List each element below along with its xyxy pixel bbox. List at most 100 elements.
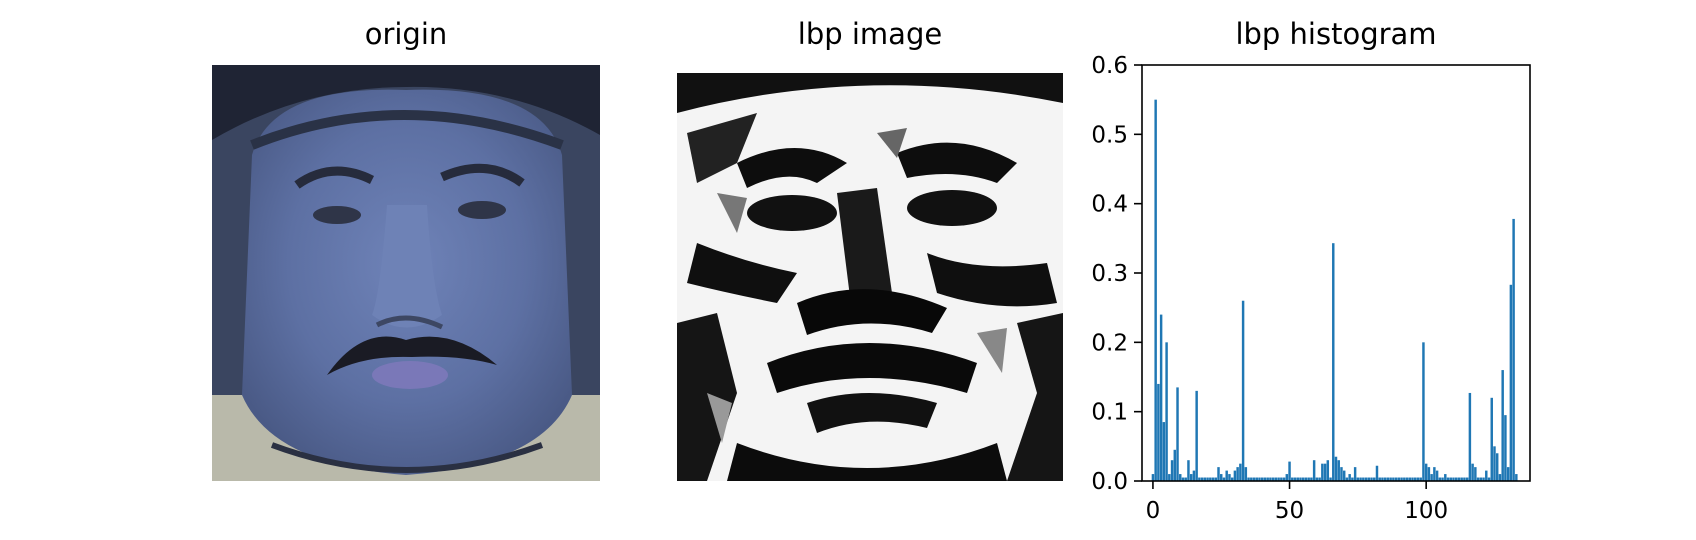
histogram-bar	[1282, 477, 1286, 481]
histogram-bar	[1170, 460, 1174, 481]
histogram-bar	[1419, 477, 1422, 481]
histogram-bar	[1383, 477, 1387, 481]
histogram-bar	[1493, 446, 1496, 481]
y-tick-label: 0.4	[1091, 192, 1128, 218]
histogram-bar	[1332, 243, 1335, 481]
histogram-bar	[1438, 477, 1442, 481]
histogram-bar	[1373, 477, 1376, 481]
histogram-bar	[1457, 477, 1461, 481]
histogram-bar	[1414, 477, 1417, 481]
histogram-bar	[1189, 474, 1193, 481]
histogram-bar	[1427, 467, 1431, 481]
histogram-bar	[1370, 477, 1373, 481]
histogram-bar	[1323, 463, 1327, 481]
histogram-bar	[1236, 467, 1239, 481]
histogram-bar	[1244, 467, 1248, 481]
histogram-bar	[1192, 470, 1196, 481]
histogram-bar	[1463, 477, 1466, 481]
histogram-bar	[1206, 477, 1209, 481]
histogram-bar	[1200, 477, 1204, 481]
histogram-bar	[1342, 470, 1346, 481]
histogram-bar	[1321, 463, 1324, 481]
histogram-bar	[1405, 477, 1409, 481]
histogram-bar	[1504, 415, 1507, 481]
x-tick-label: 0	[1146, 498, 1161, 524]
histogram-bar	[1501, 370, 1504, 481]
histogram-bar	[1255, 477, 1258, 481]
histogram-bar	[1187, 460, 1190, 481]
histogram-bar	[1495, 453, 1499, 481]
histogram-bar	[1154, 99, 1157, 482]
histogram-bar	[1416, 477, 1420, 481]
histogram-bar	[1487, 477, 1491, 481]
y-tick-label: 0.3	[1091, 261, 1128, 287]
histogram-bar	[1225, 470, 1228, 481]
histogram-bar	[1424, 463, 1428, 481]
histogram-bar	[1228, 474, 1231, 481]
histogram-bar	[1209, 477, 1212, 481]
histogram-bar	[1230, 477, 1234, 481]
histogram-bar	[1485, 470, 1488, 481]
histogram-bar	[1449, 477, 1452, 481]
histogram-bar	[1151, 474, 1155, 481]
histogram-bar	[1452, 477, 1455, 481]
histogram-bar	[1460, 477, 1463, 481]
histogram-bar	[1296, 477, 1299, 481]
y-tick-label: 0.2	[1091, 330, 1128, 356]
histogram-bar	[1334, 456, 1338, 481]
histogram-bar	[1203, 477, 1207, 481]
histogram-bar	[1304, 477, 1308, 481]
histogram-bar	[1271, 477, 1275, 481]
histogram-bar	[1441, 477, 1444, 481]
histogram-bar	[1165, 342, 1168, 481]
histogram-bar	[1474, 467, 1477, 481]
histogram-bar	[1280, 477, 1283, 481]
histogram-bar	[1329, 477, 1332, 481]
histogram-bar	[1326, 460, 1330, 481]
histogram-bar	[1222, 477, 1226, 481]
lbp-image-title: lbp image	[797, 17, 943, 51]
histogram-bar	[1359, 477, 1362, 481]
histogram-bar	[1490, 397, 1493, 481]
histogram-bar	[1181, 477, 1185, 481]
histogram-bar	[1159, 314, 1163, 481]
histogram-bar	[1400, 477, 1403, 481]
histogram-bar	[1498, 474, 1502, 481]
histogram-bar	[1261, 477, 1264, 481]
histogram-bar	[1435, 470, 1439, 481]
histogram-bar	[1430, 474, 1433, 481]
histogram-bar	[1394, 477, 1398, 481]
histogram-bar	[1233, 470, 1237, 481]
histogram-bar	[1307, 477, 1310, 481]
histogram-bar	[1378, 477, 1381, 481]
y-tick-label: 0.6	[1091, 53, 1128, 79]
histogram-bar	[1293, 477, 1297, 481]
histogram-bar	[1444, 474, 1447, 481]
histogram-bar	[1258, 477, 1261, 481]
origin-face-image	[212, 65, 600, 481]
histogram-bar	[1312, 460, 1316, 481]
histogram-bar	[1353, 467, 1357, 481]
histogram-bar	[1482, 477, 1485, 481]
histogram-bar	[1168, 474, 1171, 481]
histogram-bar	[1277, 477, 1280, 481]
histogram-bar	[1195, 390, 1198, 481]
histogram-bar	[1274, 477, 1278, 481]
histogram-bar	[1422, 342, 1425, 481]
y-tick-label: 0.1	[1091, 400, 1128, 426]
histogram-bar	[1337, 460, 1340, 481]
histogram-bar	[1509, 284, 1513, 481]
histogram-bar	[1455, 477, 1458, 481]
histogram-bar	[1364, 477, 1368, 481]
histogram-bar	[1340, 467, 1343, 481]
lbp-texture-image	[677, 73, 1063, 481]
histogram-bar	[1288, 461, 1291, 481]
histogram-bar	[1356, 477, 1360, 481]
histogram-bar	[1266, 477, 1269, 481]
histogram-bar	[1375, 465, 1379, 481]
y-tick-label: 0.0	[1091, 469, 1128, 495]
histogram-bar	[1397, 477, 1401, 481]
histogram-bar	[1367, 477, 1371, 481]
histogram-bar	[1263, 477, 1267, 481]
